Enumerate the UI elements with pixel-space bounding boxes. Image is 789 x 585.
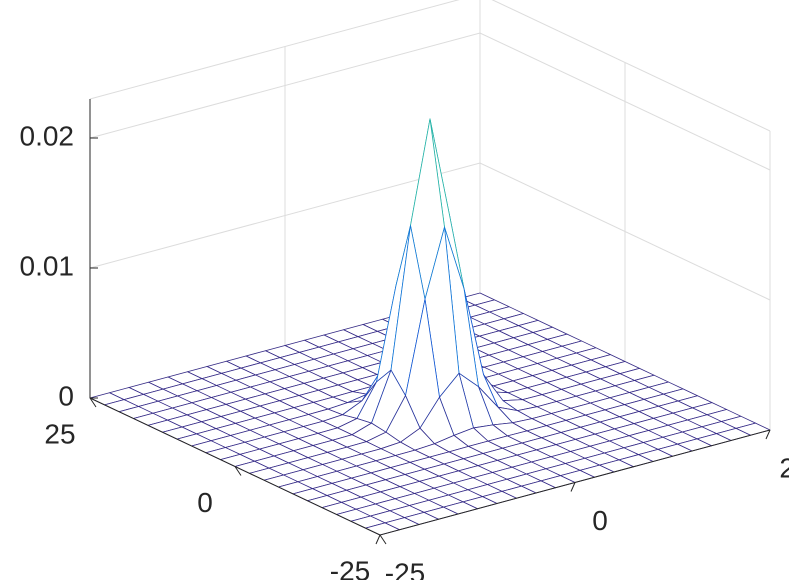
x-tick [375, 534, 381, 545]
x-tick [570, 482, 576, 492]
z-tick-label: 0.01 [20, 250, 75, 281]
x-tick [765, 429, 771, 440]
y-tick-label: -25 [330, 555, 370, 580]
y-tick-label: 25 [44, 418, 75, 449]
mesh [89, 118, 771, 536]
z-tick-label: 0.02 [20, 120, 75, 151]
y-tick [234, 466, 242, 476]
x-tick-label: 25 [779, 452, 789, 483]
x-tick-label: 0 [592, 505, 608, 536]
x-tick-label: -25 [385, 557, 425, 580]
y-tick [379, 534, 387, 545]
y-tick-label: 0 [197, 487, 213, 518]
y-tick [89, 397, 97, 408]
z-tick-label: 0 [58, 380, 74, 411]
